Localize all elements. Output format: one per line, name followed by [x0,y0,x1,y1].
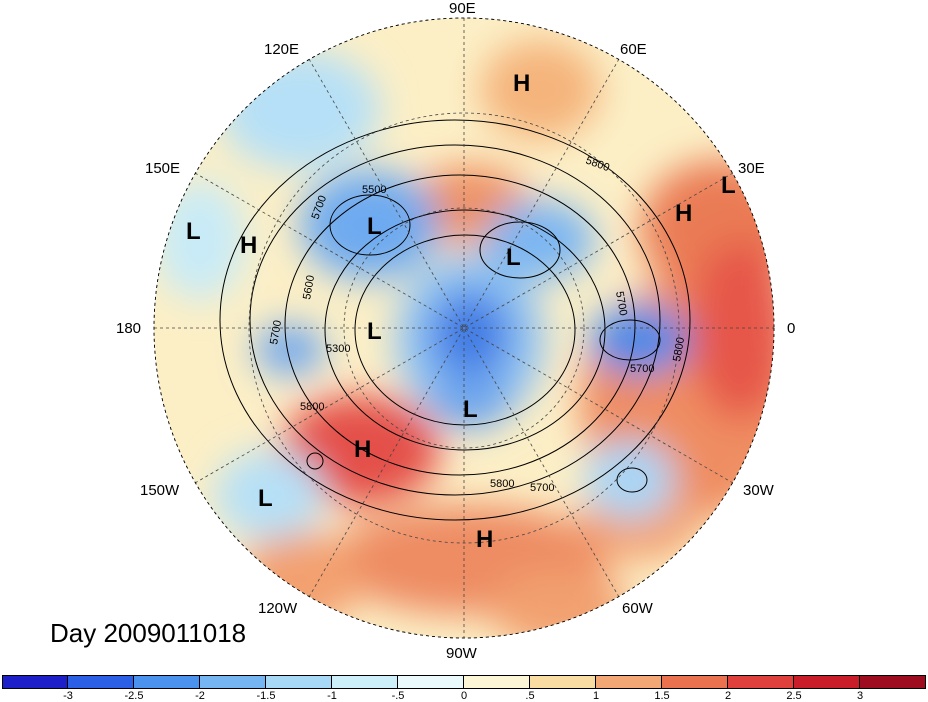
lon-label-60w: 60W [622,600,653,617]
lon-label-0: 0 [787,320,796,337]
colorbar-tick-label: .5 [525,690,535,702]
colorbar-tick-label: -2.5 [124,690,144,702]
colorbar-tick-label: -.5 [391,690,405,702]
colorbar-segment [68,675,134,689]
contour-label: 5500 [362,184,386,196]
colorbar-segment [332,675,398,689]
contour-label: 5700 [268,319,284,345]
colorbar-tick-label: 0 [460,690,468,702]
colorbar-segment [2,675,68,689]
colorbar-segment [728,675,794,689]
pressure-center-h: H [513,70,531,97]
colorbar-tick-label: 3 [856,690,864,702]
pressure-center-l: L [186,218,201,245]
contour-labels: 5500 5700 5600 5700 5300 5800 5800 5800 … [268,155,687,494]
contour-label: 5600 [301,274,317,300]
lon-label-150w: 150W [140,482,180,499]
colorbar-segment [530,675,596,689]
contour-label: 5300 [326,343,350,355]
colorbar-tick-label: 2 [724,690,732,702]
anomaly-field [154,18,774,638]
pressure-center-h: H [354,436,372,463]
pressure-center-l: L [506,244,521,271]
colorbar-tick-label: -2 [195,690,205,702]
colorbar-segment [662,675,728,689]
colorbar-tick-label: -1.5 [256,690,276,702]
pressure-center-l: L [367,318,382,345]
pressure-center-h: H [675,200,693,227]
pressure-center-l: L [463,396,478,423]
polar-map: 5500 5700 5600 5700 5300 5800 5800 5800 … [153,17,775,639]
lon-label-120w: 120W [258,600,298,617]
colorbar-segment [596,675,662,689]
lon-label-90w: 90W [446,645,477,662]
colorbar-segment [266,675,332,689]
colorbar-segment [398,675,464,689]
colorbar-segment [134,675,200,689]
lon-label-180: 180 [116,320,142,337]
colorbar-segment [794,675,860,689]
contour-label: 5700 [613,290,629,316]
contour-label: 5800 [300,401,324,413]
colorbar-frame [2,675,926,689]
lon-label-120e: 120E [264,41,300,58]
colorbar-tick-label: -1 [327,690,337,702]
colorbar-tick-label: 2.5 [786,690,802,702]
pressure-center-h: H [476,526,494,553]
pressure-center-l: L [258,485,273,512]
colorbar-tick-label: -3 [63,690,73,702]
contour-label: 5800 [490,478,514,490]
contour-label: 5700 [630,363,654,375]
lon-label-30w: 30W [743,482,774,499]
lon-label-60e: 60E [620,41,647,58]
lon-label-150e: 150E [145,160,181,177]
contour-label: 5800 [671,336,687,362]
colorbar-segment [464,675,530,689]
pressure-center-l: L [721,172,736,199]
lon-label-30e: 30E [738,160,765,177]
lon-label-90e: 90E [449,0,476,17]
colorbar-tick-label: 1.5 [654,690,670,702]
contour-label: 5700 [530,482,554,494]
colorbar-segment [200,675,266,689]
pressure-center-l: L [367,213,382,240]
colorbar-tick-label: 1 [592,690,600,702]
day-title: Day 2009011018 [50,618,247,648]
pressure-center-h: H [240,232,258,259]
